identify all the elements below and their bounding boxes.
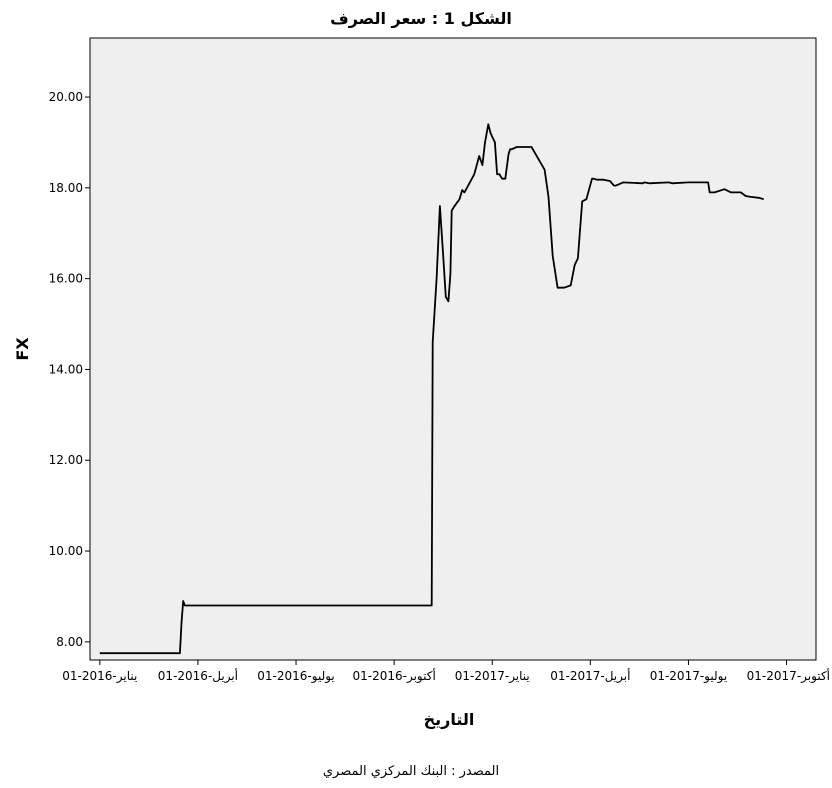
x-tick-label: 01-يوليو-2017 [650, 669, 728, 684]
x-axis: 01-يناير-2016 01-أبريل-2016 01-يوليو-2016 0… [62, 660, 830, 684]
y-tick-label: 8.00 [56, 635, 83, 649]
y-tick-label: 16.00 [49, 272, 83, 286]
x-tick-label: 01-أبريل-2016 [158, 668, 238, 684]
y-tick-label: 12.00 [49, 453, 83, 467]
chart-title: الشكل 1 : سعر الصرف [330, 9, 512, 28]
y-tick-label: 10.00 [49, 544, 83, 558]
y-tick-label: 20.00 [49, 90, 83, 104]
x-tick-label: 01-أكتوبر-2017 [747, 668, 830, 684]
source-note: المصدر : البنك المركزي المصري [323, 764, 499, 779]
x-tick-label: 01-يناير-2017 [455, 669, 530, 684]
y-tick-label: 14.00 [49, 362, 83, 376]
x-tick-label: 01-يناير-2016 [62, 669, 137, 684]
x-tick-label: 01-أكتوبر-2016 [352, 668, 435, 684]
y-tick-label: 18.00 [49, 181, 83, 195]
x-axis-label: التاريخ [424, 710, 475, 729]
y-axis-label: FX [13, 337, 32, 361]
y-axis: 8.00 10.00 12.00 14.00 16.00 18.00 20.00 [49, 90, 90, 649]
x-tick-label: 01-يوليو-2016 [257, 669, 335, 684]
plot-area [90, 38, 816, 660]
x-tick-label: 01-أبريل-2017 [550, 668, 630, 684]
